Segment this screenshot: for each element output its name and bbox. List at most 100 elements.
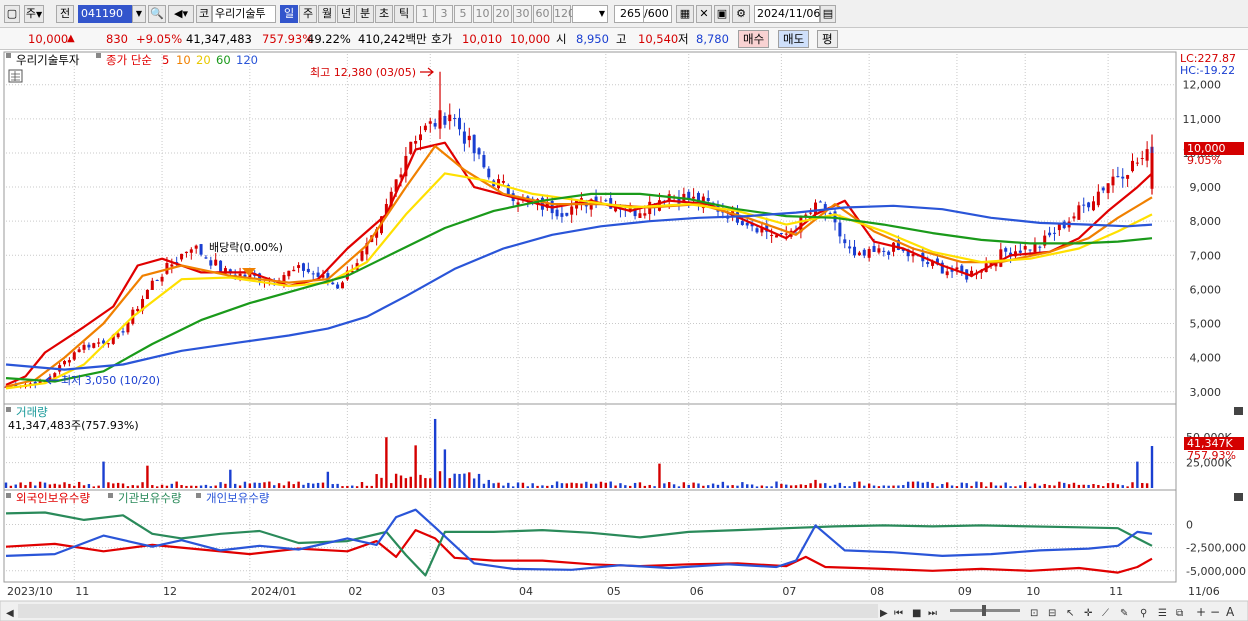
holdings-tick-label: 0 — [1186, 519, 1193, 532]
zoom-slider-handle[interactable] — [982, 605, 986, 616]
period-week[interactable]: 주 — [299, 5, 317, 23]
x-tick-label: 05 — [607, 585, 621, 598]
interval-60[interactable]: 60 — [533, 5, 552, 23]
candle-body — [1038, 246, 1042, 248]
volume-bar — [273, 485, 276, 488]
legend-bullet-icon — [6, 493, 11, 498]
volume-bar — [463, 473, 466, 488]
volume-bar — [692, 482, 695, 488]
period-second[interactable]: 초 — [375, 5, 393, 23]
volume-bar — [170, 483, 174, 488]
volume-bar — [194, 485, 198, 488]
gear-icon[interactable]: ⚙ — [732, 5, 750, 23]
volume-bar — [614, 485, 617, 488]
x-tick-label: 02 — [348, 585, 362, 598]
candle-body — [189, 249, 193, 253]
sell-button[interactable]: 매도 — [778, 30, 810, 48]
average-button[interactable]: 평 — [817, 30, 838, 48]
interval-custom-input[interactable]: ▼ — [572, 5, 608, 23]
volume-bar — [872, 485, 876, 488]
zoom-out-button[interactable]: − — [1210, 605, 1220, 619]
period-day[interactable]: 일 — [280, 5, 298, 23]
candle-body — [779, 233, 783, 235]
count-input[interactable]: 265 — [614, 5, 644, 23]
volume-bar — [29, 481, 32, 488]
volume-bar — [526, 486, 529, 488]
search-icon[interactable]: 🔍 — [148, 5, 166, 23]
crosshair-icon[interactable]: ✛ — [1084, 608, 1093, 619]
candle-body — [565, 212, 569, 216]
interval-120[interactable]: 120 — [553, 5, 575, 23]
volume-bar — [1024, 481, 1027, 488]
interval-20[interactable]: 20 — [493, 5, 512, 23]
period-year[interactable]: 년 — [337, 5, 355, 23]
holdings-panel-close-icon[interactable] — [1234, 493, 1243, 501]
list-icon[interactable]: ☰ — [1158, 608, 1167, 619]
window-menu-icon[interactable]: ▢ — [4, 5, 20, 23]
line-tool-icon[interactable]: ⟋ — [1102, 608, 1109, 619]
code-dropdown-icon[interactable]: ▼ — [132, 5, 146, 23]
zoom-in-button[interactable]: + — [1196, 605, 1206, 619]
candle-body — [911, 254, 915, 257]
interval-3[interactable]: 3 — [435, 5, 453, 23]
arrow-icon[interactable]: ↖ — [1066, 608, 1074, 619]
candle-body — [745, 222, 749, 226]
speaker-icon[interactable]: ◀▾ — [168, 5, 194, 23]
candle-body — [638, 213, 642, 218]
current-price-box — [1184, 142, 1244, 155]
stock-code-input[interactable]: 041190 — [78, 5, 132, 23]
interval-5[interactable]: 5 — [454, 5, 472, 23]
tool-icon[interactable]: ✕ — [696, 5, 712, 23]
layout-icon[interactable]: ⊡ — [1030, 608, 1038, 619]
scroll-left-button[interactable]: ◀ — [6, 608, 14, 619]
ma-120-label: 120 — [236, 53, 258, 67]
candle-body — [67, 360, 71, 363]
table-icon[interactable] — [8, 69, 23, 83]
save-icon[interactable]: ▣ — [714, 5, 730, 23]
candle-body — [1121, 176, 1125, 179]
nav-first-button[interactable]: ▶ — [880, 608, 888, 619]
low-price: 8,780 — [696, 32, 729, 46]
nav-next-button[interactable]: ⏭ — [928, 608, 937, 619]
legend-bullet-icon — [108, 493, 113, 498]
period-select[interactable]: 전 — [56, 5, 74, 23]
interval-1[interactable]: 1 — [416, 5, 434, 23]
interval-10[interactable]: 10 — [473, 5, 492, 23]
volume-bar — [175, 481, 178, 488]
price-tick-label: 3,000 — [1190, 386, 1222, 399]
magnet-icon[interactable]: ⚲ — [1140, 608, 1147, 619]
nav-stop-button[interactable]: ■ — [912, 608, 921, 619]
buy-button[interactable]: 매수 — [738, 30, 770, 48]
period-minute[interactable]: 분 — [356, 5, 374, 23]
candle-body — [828, 212, 832, 214]
volume-bar — [360, 482, 364, 488]
candle-body — [306, 268, 310, 273]
font-size-button[interactable]: A — [1226, 605, 1235, 619]
date-input[interactable]: 2024/11/06 — [754, 5, 820, 23]
candle-body — [48, 377, 52, 381]
period-month[interactable]: 월 — [318, 5, 336, 23]
calendar-icon[interactable]: ▤ — [820, 5, 836, 23]
volume-bar — [843, 486, 846, 488]
volume-panel-close-icon[interactable] — [1234, 407, 1243, 415]
nav-prev-button[interactable]: ⏮ — [894, 608, 903, 619]
market-select[interactable]: 주▼ — [24, 5, 44, 23]
layout-icon[interactable]: ⊟ — [1048, 608, 1056, 619]
candle-body — [243, 274, 247, 277]
candle-body — [799, 215, 803, 233]
current-price-axis-label: 10,000 — [1187, 142, 1226, 155]
ma-label: 종가 단순 — [106, 53, 152, 67]
candle-body — [340, 282, 344, 289]
x-tick-label: 08 — [870, 585, 884, 598]
period-tick[interactable]: 틱 — [394, 5, 414, 23]
candle-body — [706, 197, 710, 201]
scroll-track[interactable] — [18, 604, 878, 618]
interval-30[interactable]: 30 — [513, 5, 532, 23]
bar-chart-icon[interactable]: ▦ — [676, 5, 694, 23]
current-price: 10,000 — [28, 32, 69, 46]
volume-bar — [858, 481, 861, 488]
copy-icon[interactable]: ⧉ — [1176, 608, 1183, 619]
draw-icon[interactable]: ✎ — [1120, 608, 1128, 619]
market-prefix[interactable]: 코 — [196, 5, 212, 23]
volume-bar — [531, 483, 534, 488]
